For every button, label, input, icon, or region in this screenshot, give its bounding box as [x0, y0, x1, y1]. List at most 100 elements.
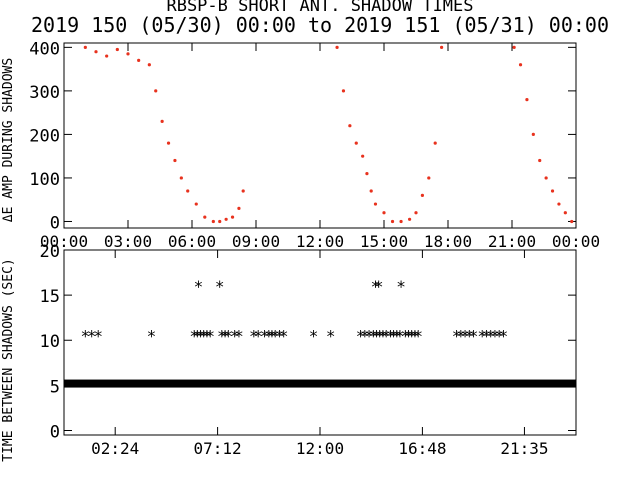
top-data-point	[241, 189, 245, 193]
bottom-data-point: *	[202, 327, 212, 346]
bottom-data-point: *	[220, 327, 230, 346]
top-data-point	[550, 189, 555, 193]
bottom-data-point: *	[410, 327, 420, 346]
top-data-point	[126, 52, 130, 56]
bottom-data-point: *	[386, 327, 396, 346]
bottom-x-tick-label: 02:24	[91, 439, 139, 458]
chart-title: RBSP-B SHORT ANT. SHADOW TIMES	[166, 0, 473, 16]
bottom-x-tick-label: 16:48	[398, 439, 446, 458]
top-data-point	[414, 211, 418, 215]
top-x-tick-label: 09:00	[232, 232, 280, 251]
bottom-data-point: *	[372, 327, 382, 346]
bottom-data-point: *	[469, 327, 479, 346]
bottom-data-point: *	[413, 327, 423, 346]
top-data-series	[83, 45, 574, 224]
top-data-point	[211, 219, 215, 224]
bottom-data-series: *** * ****** ***** ******** * * ***************…	[81, 277, 509, 346]
top-data-point	[518, 63, 523, 67]
bottom-data-point: *	[223, 327, 233, 346]
bottom-data-point: *	[147, 327, 157, 346]
top-x-tick-label: 21:00	[488, 232, 536, 251]
bottom-data-point: *	[371, 277, 381, 296]
top-x-tick-label: 15:00	[360, 232, 408, 251]
bottom-x-tick-label: 12:00	[296, 439, 344, 458]
top-data-point	[433, 141, 437, 145]
bottom-data-point: *	[193, 327, 203, 346]
top-data-point	[420, 193, 424, 197]
top-data-point	[173, 158, 177, 163]
bottom-y-tick-label: 5	[50, 377, 60, 397]
top-data-point	[570, 219, 574, 224]
bottom-data-point: *	[460, 327, 470, 346]
top-data-point	[382, 211, 386, 215]
bottom-data-point: *	[494, 327, 504, 346]
bottom-data-point: *	[407, 327, 417, 346]
top-data-point	[361, 154, 365, 158]
top-y-tick-label: 100	[29, 170, 60, 190]
bottom-data-point: *	[395, 327, 405, 346]
bottom-data-point: *	[374, 277, 384, 296]
bottom-data-point: *	[401, 327, 411, 346]
bottom-data-point: *	[275, 327, 285, 346]
baseline-band	[64, 379, 576, 388]
top-data-point	[147, 63, 151, 67]
top-data-point	[160, 119, 164, 123]
top-x-axis: 00:00 03:00 06:00 09:00 12:00 15:00 18:00 21:00…	[40, 43, 600, 251]
top-data-point	[186, 189, 190, 193]
bottom-data-point: *	[194, 277, 204, 296]
bottom-data-point: *	[396, 277, 406, 296]
top-data-point	[399, 219, 403, 224]
top-data-point	[373, 202, 378, 206]
bottom-data-point: *	[404, 327, 414, 346]
bottom-y-axis: 0 5 10 15 20	[40, 242, 576, 442]
top-y-tick-label: 0	[50, 213, 60, 233]
bottom-data-point: *	[356, 327, 366, 346]
bottom-data-point: *	[452, 327, 462, 346]
top-data-point	[390, 219, 395, 224]
top-data-point	[408, 217, 412, 221]
bottom-data-point: *	[499, 327, 509, 346]
bottom-data-point: *	[360, 327, 370, 346]
bottom-data-point: *	[199, 327, 209, 346]
top-x-tick-label: 12:00	[296, 232, 344, 251]
top-y-tick-label: 200	[29, 126, 60, 146]
top-data-point	[563, 211, 567, 215]
bottom-y-tick-label: 0	[50, 422, 60, 442]
chart-subtitle: 2019 150 (05/30) 00:00 to 2019 151 (05/3…	[31, 13, 609, 37]
bottom-data-point: *	[378, 327, 388, 346]
top-data-point	[218, 219, 222, 224]
top-data-point	[115, 47, 119, 52]
bottom-data-point: *	[389, 327, 399, 346]
top-data-point	[137, 58, 141, 63]
bottom-data-point: *	[87, 327, 97, 346]
top-data-point	[538, 158, 542, 163]
bottom-data-point: *	[234, 327, 244, 346]
bottom-data-point: *	[392, 327, 402, 346]
bottom-y-tick-label: 15	[40, 287, 60, 307]
bottom-data-point: *	[381, 327, 391, 346]
bottom-y-axis-label: TIME BETWEEN SHADOWS (SEC)	[1, 258, 16, 462]
top-y-axis: 0 100 200 300 400	[29, 39, 576, 233]
bottom-data-point: *	[217, 327, 227, 346]
bottom-data-point: *	[270, 327, 280, 346]
top-x-tick-label: 00:00	[552, 232, 600, 251]
bottom-data-point: *	[375, 327, 385, 346]
top-data-point	[224, 217, 228, 221]
top-data-point	[440, 45, 444, 49]
bottom-data-point: *	[486, 327, 496, 346]
bottom-data-point: *	[215, 277, 225, 296]
top-data-point	[544, 176, 548, 180]
top-data-point	[427, 176, 431, 180]
bottom-x-tick-label: 21:35	[500, 439, 548, 458]
bottom-y-tick-label: 20	[40, 242, 60, 262]
top-data-point	[94, 50, 98, 54]
top-x-tick-label: 06:00	[168, 232, 216, 251]
bottom-data-point: *	[279, 327, 289, 346]
top-data-point	[166, 141, 171, 145]
top-y-tick-label: 400	[29, 39, 60, 59]
top-data-point	[105, 54, 109, 58]
bottom-data-point: *	[364, 327, 374, 346]
top-data-point	[194, 202, 198, 206]
bottom-data-point: *	[309, 327, 319, 346]
bottom-data-point: *	[465, 327, 475, 346]
